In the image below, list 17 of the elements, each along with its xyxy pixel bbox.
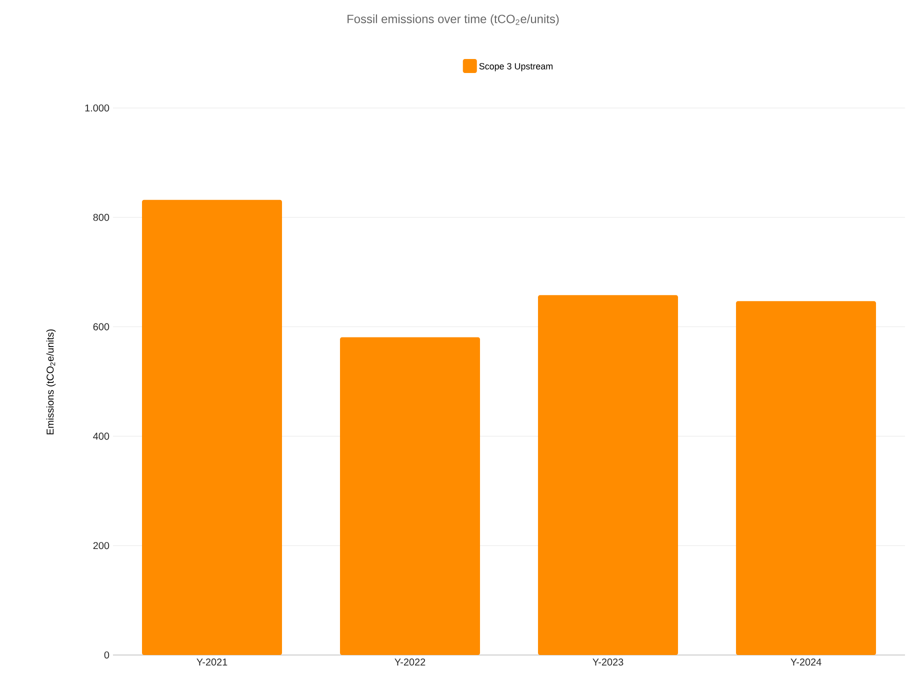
y-tick-label: 400 — [93, 432, 110, 440]
bar — [538, 295, 678, 655]
y-tick-label: 0 — [104, 651, 110, 659]
y-tick-label: 200 — [93, 542, 110, 550]
y-axis-title: Emissions (tCO$_{2}$e/units) — [46, 329, 56, 434]
x-tick-label: Y-2021 — [196, 658, 228, 666]
x-tick-label: Y-2024 — [790, 658, 822, 666]
chart-title: Fossil emissions over time (tCO$_{2}$e/units) — [348, 14, 559, 26]
x-tick-label: Y-2022 — [394, 658, 426, 666]
y-tick-label: 800 — [93, 214, 110, 221]
bar — [340, 337, 480, 655]
legend-label: Scope 3 Upstream — [479, 63, 553, 72]
bar — [142, 200, 282, 655]
bar — [736, 301, 876, 655]
y-tick-label: 1.000 — [85, 104, 110, 112]
y-tick-label: 600 — [93, 323, 110, 330]
x-tick-label: Y-2023 — [592, 658, 624, 666]
